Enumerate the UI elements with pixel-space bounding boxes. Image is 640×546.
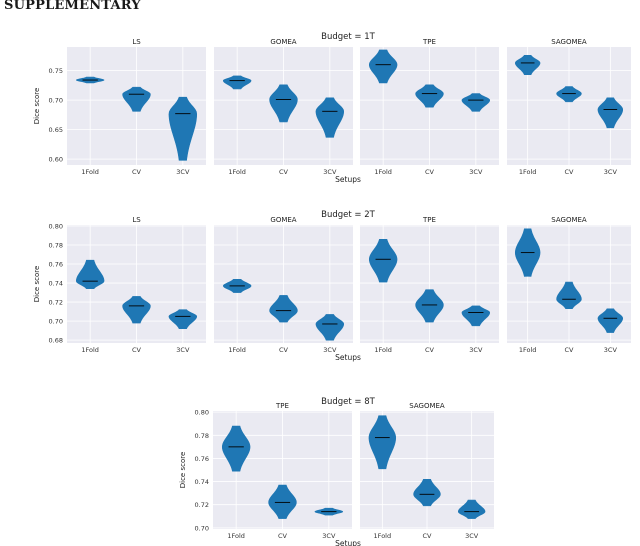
x-axis-label: Setups [335,539,361,546]
y-tick-label: 0.78 [49,241,63,249]
y-tick-label: 0.65 [49,126,63,134]
violin-shape [556,86,582,103]
violin-shape [556,281,582,310]
x-tick-label: 3CV [323,346,337,354]
y-tick-label: 0.70 [49,318,63,326]
x-tick-label: CV [279,346,289,354]
y-tick-label: 0.72 [49,299,63,307]
x-tick-label: 1Fold [519,346,537,354]
x-axis-label: Setups [335,175,361,184]
y-axis-label: Dice score [33,88,41,125]
x-tick-label: 1Fold [374,346,392,354]
x-tick-label: 1Fold [228,346,246,354]
x-tick-label: 1Fold [228,168,246,176]
violin-shape [415,84,444,108]
violin-shape [413,478,441,507]
y-tick-label: 0.72 [195,501,209,509]
violin-shape [368,49,398,84]
violin-shape [514,54,541,76]
violin-shape [168,96,198,161]
violin-shape [315,97,345,138]
violin-shape [597,308,623,333]
x-tick-label: 3CV [176,168,190,176]
violin-shape [457,499,486,519]
y-tick-label: 0.74 [195,478,209,486]
x-tick-label: 1Fold [374,532,392,540]
x-tick-label: CV [132,346,142,354]
x-tick-label: 3CV [322,532,336,540]
violin-shape [221,425,251,472]
x-tick-label: 3CV [604,346,618,354]
chart-title: Budget = 1T [321,32,376,42]
page-heading: SUPPLEMENTARY [4,0,141,13]
violin-shape [368,415,397,470]
x-tick-label: CV [279,168,289,176]
violin-shape [122,296,151,324]
violin-shape [461,305,491,327]
x-tick-label: 3CV [469,346,483,354]
x-tick-label: 3CV [323,168,337,176]
violin-shape [269,84,298,123]
panel-title: GOMEA [270,38,296,46]
panel-title: LS [132,38,141,46]
x-tick-label: CV [278,532,288,540]
x-tick-label: 1Fold [519,168,537,176]
violin-shape [368,238,398,283]
violin-shape [597,97,624,129]
violin-shape [222,75,252,90]
x-tick-label: 3CV [469,168,483,176]
panel-title: LS [132,216,141,224]
y-tick-label: 0.76 [49,261,63,269]
y-tick-label: 0.70 [195,524,209,532]
y-axis-label: Dice score [179,452,187,489]
panel-title: TPE [422,38,436,46]
violin-shape [122,86,151,112]
x-tick-label: CV [425,346,435,354]
y-axis-label: Dice score [33,266,41,303]
y-tick-label: 0.74 [49,280,63,288]
x-tick-label: CV [423,532,433,540]
x-tick-label: 1Fold [374,168,392,176]
y-tick-label: 0.76 [195,455,209,463]
violin-shape [315,314,345,341]
y-tick-label: 0.78 [195,432,209,440]
violin-shape [268,484,297,519]
violin-shape [75,259,105,290]
x-tick-label: CV [425,168,435,176]
x-tick-label: CV [565,168,575,176]
violin-shape [269,295,298,323]
x-tick-label: 1Fold [227,532,245,540]
x-tick-label: 3CV [176,346,190,354]
x-tick-label: CV [132,168,142,176]
chart-title: Budget = 2T [321,210,376,220]
x-tick-label: 3CV [604,168,618,176]
violin-shape [415,289,444,323]
x-tick-label: 3CV [465,532,479,540]
y-tick-label: 0.60 [49,156,63,164]
x-tick-label: CV [565,346,575,354]
y-tick-label: 0.80 [49,222,63,230]
violin-shape [461,93,491,112]
y-tick-label: 0.70 [49,97,63,105]
y-tick-label: 0.68 [49,337,63,345]
panel-title: GOMEA [270,216,296,224]
chart-title: Budget = 8T [321,397,376,407]
panel-title: TPE [275,402,289,410]
x-tick-label: 1Fold [81,346,99,354]
panel-title: TPE [422,216,436,224]
panel-title: SAGOMEA [409,402,445,410]
x-axis-label: Setups [335,353,361,362]
panel-title: SAGOMEA [551,38,587,46]
panel-title: SAGOMEA [551,216,587,224]
y-tick-label: 0.75 [49,67,63,75]
x-tick-label: 1Fold [81,168,99,176]
violin-shape [168,309,198,330]
y-tick-label: 0.80 [195,409,209,417]
